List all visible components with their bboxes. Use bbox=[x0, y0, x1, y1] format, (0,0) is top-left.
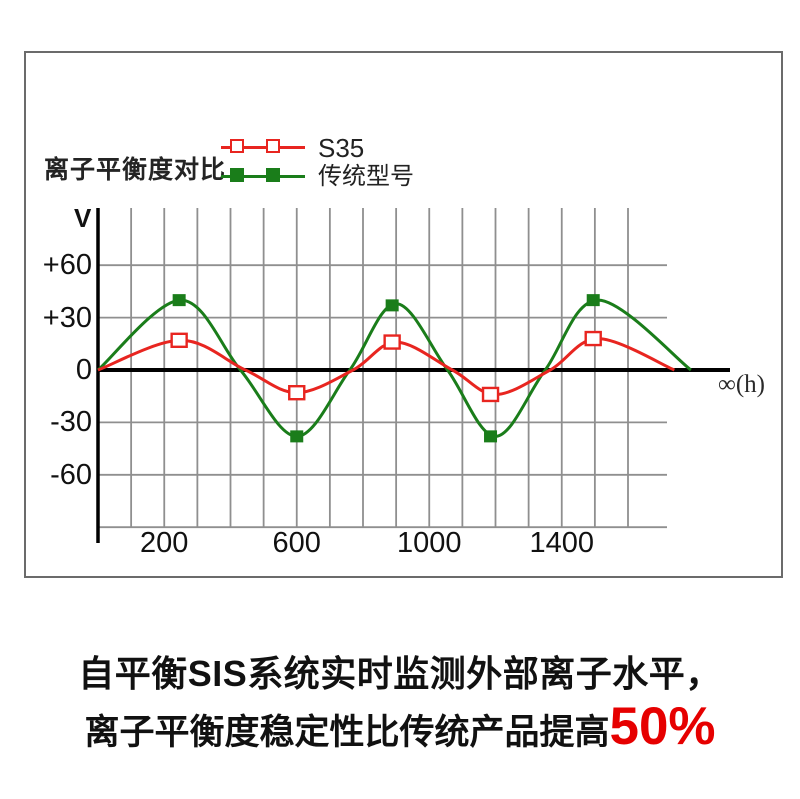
legend-line-s35 bbox=[221, 146, 305, 149]
x-tick-label: 1400 bbox=[529, 527, 594, 559]
legend-label-traditional: 传统型号 bbox=[318, 162, 414, 190]
y-tick-label: -30 bbox=[50, 406, 92, 439]
caption-line-2: 离子平衡度稳定性比传统产品提高50% bbox=[0, 698, 800, 762]
caption-line-1: 自平衡SIS系统实时监测外部离子水平， bbox=[78, 653, 722, 694]
filled-square-marker-icon bbox=[266, 168, 280, 182]
y-tick-label: +30 bbox=[42, 301, 92, 334]
data-point-marker-s35 bbox=[170, 332, 188, 349]
caption-highlight-percent: 50% bbox=[609, 697, 716, 756]
x-tick-label: 600 bbox=[272, 527, 321, 559]
x-tick-label: 200 bbox=[140, 527, 189, 559]
open-square-marker-icon bbox=[230, 139, 244, 153]
legend-item-traditional: 传统型号 bbox=[221, 162, 414, 191]
y-tick-label: +60 bbox=[42, 249, 92, 282]
chart-title: 离子平衡度对比 bbox=[44, 156, 227, 184]
y-axis-unit-label: V bbox=[74, 203, 92, 233]
y-tick-label: -60 bbox=[50, 458, 92, 491]
data-point-marker-s35 bbox=[288, 385, 306, 401]
y-tick-label: 0 bbox=[75, 354, 92, 386]
x-tick-label: 1000 bbox=[396, 527, 462, 559]
legend: S35 传统型号 bbox=[221, 133, 414, 191]
data-point-marker-traditional bbox=[172, 294, 186, 307]
data-point-marker-traditional bbox=[290, 430, 304, 443]
caption-line-2-text: 离子平衡度稳定性比传统产品提高 bbox=[84, 713, 610, 752]
legend-swatch-s35 bbox=[221, 139, 305, 153]
legend-label-s35: S35 bbox=[318, 132, 365, 163]
legend-item-s35: S35 bbox=[221, 133, 414, 162]
chart-panel-border bbox=[24, 51, 783, 578]
filled-square-marker-icon bbox=[230, 168, 244, 182]
legend-line-traditional bbox=[221, 175, 305, 178]
data-point-marker-s35 bbox=[481, 386, 500, 403]
caption: 自平衡SIS系统实时监测外部离子水平， 离子平衡度稳定性比传统产品提高50% bbox=[0, 650, 800, 762]
data-point-marker-traditional bbox=[484, 430, 498, 443]
plot-area bbox=[96, 208, 730, 543]
data-point-marker-traditional bbox=[385, 299, 399, 312]
x-axis-unit-label: ∞(h) bbox=[718, 371, 765, 398]
open-square-marker-icon bbox=[266, 139, 280, 153]
legend-swatch-traditional bbox=[221, 168, 305, 182]
data-point-marker-s35 bbox=[584, 330, 602, 347]
data-point-marker-s35 bbox=[383, 334, 401, 350]
data-point-marker-traditional bbox=[586, 294, 600, 307]
